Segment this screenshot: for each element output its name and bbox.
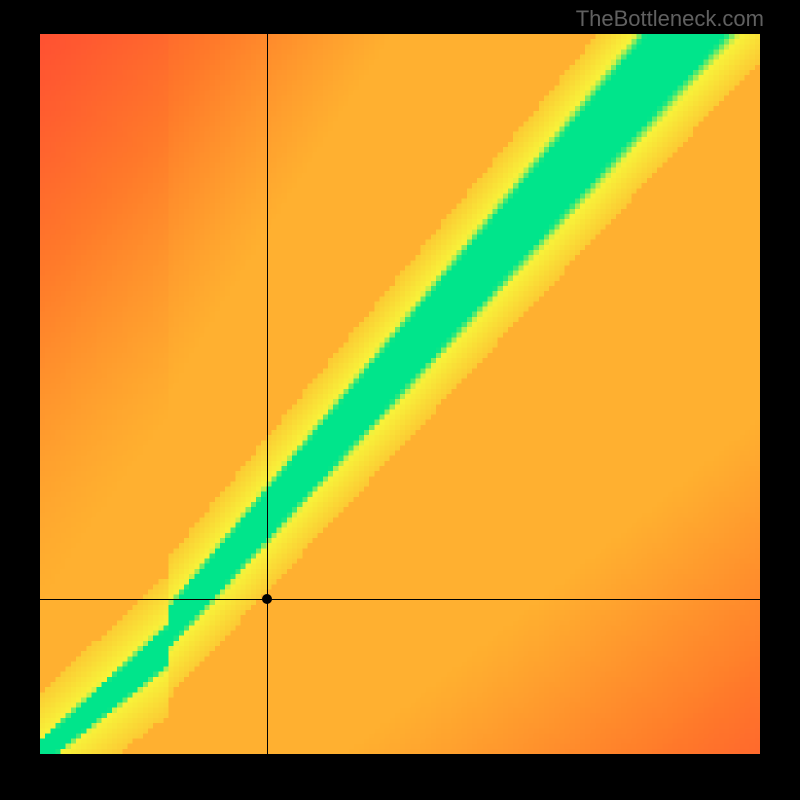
crosshair-marker-dot — [262, 594, 272, 604]
bottleneck-heatmap — [40, 34, 760, 754]
crosshair-horizontal — [40, 599, 760, 600]
chart-container: TheBottleneck.com — [0, 0, 800, 800]
crosshair-vertical — [267, 34, 268, 754]
watermark-text: TheBottleneck.com — [576, 6, 764, 32]
